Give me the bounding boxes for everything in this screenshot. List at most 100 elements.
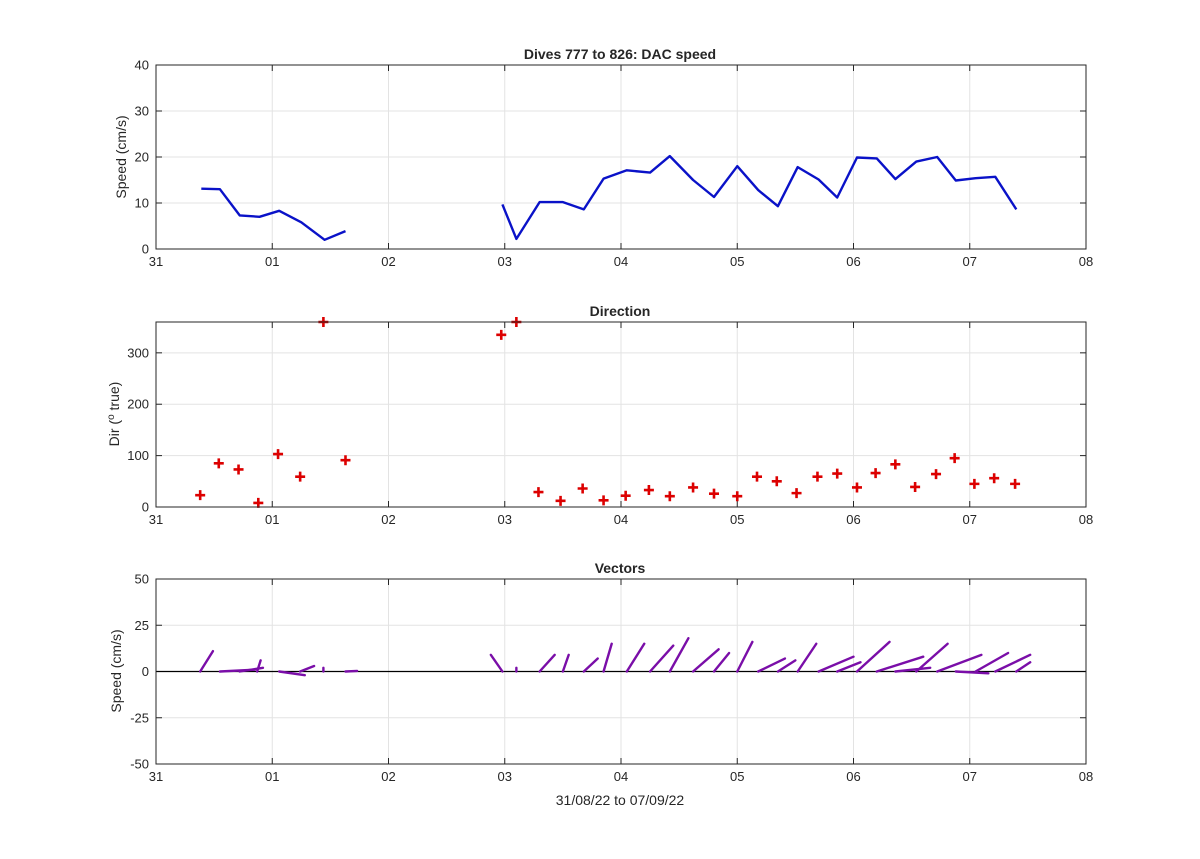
direction-ylabel-tail: true): [106, 382, 122, 415]
direction-point: [253, 497, 264, 508]
vector-stick: [954, 670, 990, 675]
direction-point: [812, 471, 823, 482]
direction-point: [620, 490, 631, 501]
vector-stick: [691, 648, 720, 673]
y-tick-label: 20: [135, 150, 149, 165]
direction-point: [851, 482, 862, 493]
vector-stick: [344, 669, 359, 673]
y-tick-label: 50: [135, 572, 149, 587]
vector-stick: [817, 655, 855, 673]
y-tick-label: -25: [130, 710, 149, 725]
x-tick-label: 04: [614, 254, 628, 269]
direction-point: [752, 471, 763, 482]
vector-stick: [278, 670, 306, 677]
y-tick-label: 25: [135, 618, 149, 633]
vectors-panel-title: Vectors: [595, 560, 646, 576]
direction-point: [643, 485, 654, 496]
direction-point: [890, 459, 901, 470]
x-tick-label: 08: [1079, 254, 1093, 269]
direction-panel: 31 01 02 03 04 05 06 07 08 0 100 200 300 Direction Dir…: [106, 303, 1093, 527]
direction-point: [910, 481, 921, 492]
x-tick-label: 02: [381, 254, 395, 269]
direction-panel-ylabel: Dir (o true): [106, 382, 122, 447]
vector-stick: [894, 666, 932, 673]
y-tick-label: 40: [135, 58, 149, 73]
vector-stick: [1015, 661, 1032, 673]
y-tick-label: 10: [135, 196, 149, 211]
x-tick-label: 07: [963, 512, 977, 527]
direction-point: [1010, 478, 1021, 489]
vector-stick: [561, 653, 570, 673]
direction-point: [340, 455, 351, 466]
direction-point: [709, 488, 719, 499]
x-tick-label: 03: [498, 512, 512, 527]
x-tick-label: 02: [381, 769, 395, 784]
direction-point: [664, 491, 675, 502]
direction-point: [577, 483, 588, 494]
direction-point: [295, 471, 306, 482]
y-tick-label: 30: [135, 104, 149, 119]
x-tick-label: 31: [149, 512, 163, 527]
vector-stick: [298, 664, 316, 673]
vector-stick: [994, 653, 1032, 673]
direction-point: [533, 487, 544, 498]
direction-point: [555, 495, 566, 506]
x-tick-label: 08: [1079, 769, 1093, 784]
x-tick-label: 06: [846, 254, 860, 269]
vector-stick: [756, 657, 787, 673]
vector-stick: [602, 642, 613, 673]
direction-point: [732, 491, 743, 502]
vectors-panel-ylabel: Speed (cm/s): [108, 629, 124, 712]
x-tick-label: 01: [265, 769, 279, 784]
vector-stick: [668, 637, 690, 673]
vector-stick: [776, 659, 797, 673]
y-tick-label: 0: [142, 664, 149, 679]
vector-stick: [198, 649, 215, 673]
speed-panel-title: Dives 777 to 826: DAC speed: [524, 46, 716, 62]
y-tick-label: 100: [127, 448, 149, 463]
direction-point: [832, 468, 843, 479]
direction-ylabel-sup: o: [106, 414, 117, 420]
vector-stick: [712, 651, 731, 673]
x-tick-label: 08: [1079, 512, 1093, 527]
direction-point: [195, 490, 206, 501]
direction-point: [949, 453, 960, 464]
x-tick-label: 31: [149, 254, 163, 269]
axes-box: [155, 578, 1087, 765]
vector-stick: [255, 659, 262, 673]
x-tick-label: 06: [846, 769, 860, 784]
x-tick-label: 02: [381, 512, 395, 527]
direction-panel-title: Direction: [590, 303, 651, 319]
y-tick-label: 0: [142, 500, 149, 515]
direction-point: [233, 464, 244, 475]
vector-stick: [974, 651, 1010, 673]
vector-stick: [796, 642, 818, 673]
y-tick-label: 300: [127, 345, 149, 360]
axes-box: [155, 321, 1087, 508]
vector-stick: [648, 644, 675, 673]
speed-line-segment: [201, 187, 346, 242]
vector-stick: [836, 661, 862, 673]
vectors-panel: 31 01 02 03 04 05 06 07 08 -50 -25 0 25 50 Vectors Spee…: [108, 560, 1093, 808]
direction-point: [791, 488, 802, 499]
x-tick-label: 04: [614, 769, 628, 784]
vector-stick: [875, 655, 925, 673]
vector-stick: [538, 653, 556, 673]
speed-panel: 31 01 02 03 04 05 06 07 08 0 10 20 30 40 Dives 777 to …: [113, 46, 1093, 269]
x-tick-label: 31: [149, 769, 163, 784]
x-tick-label: 06: [846, 512, 860, 527]
direction-ylabel-head: Dir (: [106, 420, 122, 447]
vector-stick: [736, 640, 754, 673]
x-tick-label: 03: [498, 769, 512, 784]
direction-point: [870, 468, 881, 479]
vector-stick: [489, 653, 504, 673]
x-tick-label: 05: [730, 512, 744, 527]
vector-stick: [915, 642, 949, 673]
y-tick-label: 200: [127, 397, 149, 412]
direction-point: [213, 458, 224, 469]
x-tick-label: 04: [614, 512, 628, 527]
direction-point: [598, 495, 609, 506]
x-tick-label: 07: [963, 254, 977, 269]
direction-point: [496, 329, 507, 340]
x-tick-label: 01: [265, 512, 279, 527]
